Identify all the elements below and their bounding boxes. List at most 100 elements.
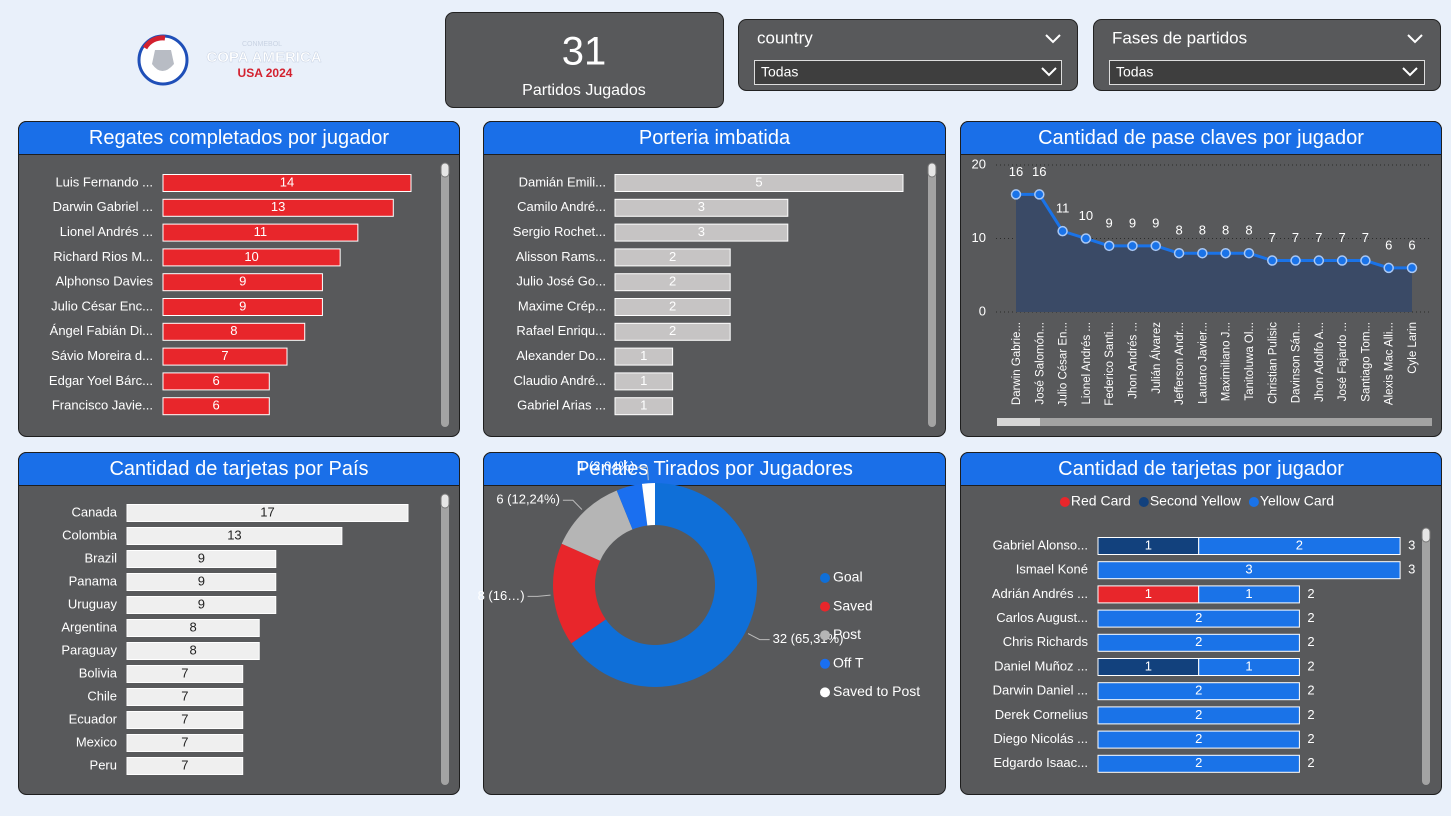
category-label: Ángel Fabián Di... [50,323,153,338]
data-label: 9 [1129,215,1136,230]
x-tick-label: Lautaro Javier... [1197,322,1209,404]
data-label: 7 [181,711,188,726]
legend-label: Second Yellow [1150,493,1242,509]
marker [1266,255,1278,266]
leader-line [562,499,583,510]
category-label: Mexico [76,734,117,749]
x-tick-label: Cyle Larin [1407,322,1419,374]
bar-segment [1198,658,1300,676]
category-label: Peru [90,757,117,772]
slicer-dropdown[interactable] [1109,60,1425,85]
chevron[interactable] [1402,67,1418,77]
slicer-selection[interactable]: Todas [1116,64,1153,80]
data-label: 5 [755,174,762,189]
category-label: Francisco Javie... [52,398,153,413]
donut-slice [552,543,606,644]
category-label: Ecuador [69,711,118,726]
bar [126,642,260,660]
data-label: 16 [1009,164,1023,179]
data-label: 11 [1056,201,1070,216]
category-label: Adrián Andrés ... [992,586,1088,601]
data-label: 6 [213,398,220,413]
marker [1197,247,1208,259]
chevron [1045,34,1061,44]
data-label: 1 [1245,586,1252,601]
bar [126,734,244,752]
data-label: 2 [669,274,676,289]
x-tick-label: Davinson Sán... [1291,322,1303,403]
category-label: Julio César Enc... [51,298,153,313]
logo-org: CONMEBOL [242,41,282,48]
marker [1034,189,1045,200]
data-label: 16 [1032,164,1046,179]
bar [126,757,244,775]
chevron[interactable] [1041,67,1057,77]
legend-label: Saved to Post [833,683,920,699]
data-label: 13 [271,199,285,214]
data-label: 9 [198,550,205,565]
bar [126,665,244,683]
panel-header [960,121,1442,155]
bar [126,527,343,545]
x-tick-label: Jefferson Andr... [1174,322,1186,405]
data-label: 6 [213,373,220,388]
bar [162,174,412,192]
bar [162,298,323,316]
data-label: 14 [280,174,294,189]
data-label: 1 [1245,658,1252,673]
marker [1336,255,1348,266]
data-label: 1 [640,373,647,388]
bar [614,273,731,292]
bar-segment [1097,682,1300,701]
data-label: 10 [244,249,258,264]
data-label: 8 (16…) [478,588,525,603]
panel-header [18,121,460,155]
data-label: 17 [260,504,274,519]
legend-label: Off T [833,655,864,671]
scrollbar-track [1422,528,1430,785]
chart-title: Regates completados por jugador [89,127,390,149]
data-label: 11 [254,224,268,239]
chart-title: Cantidad de tarjetas por jugador [1058,458,1344,480]
marker [1103,240,1115,252]
bar [162,198,394,217]
data-label: 10 [1079,208,1093,223]
bar-segment [1097,609,1300,628]
category-label: Claudio André... [513,373,606,388]
bar [126,504,409,522]
data-label: 2 [1296,537,1303,552]
chart-title: Cantidad de tarjetas por País [109,458,368,480]
data-label: 7 [1339,230,1346,245]
bar-segment [1097,754,1300,773]
slicer-dropdown[interactable] [754,60,1062,85]
category-label: Argentina [61,619,117,634]
category-label: Chile [87,688,117,703]
data-label: 1 [1145,658,1152,673]
slicer-title: country [757,28,813,47]
category-label: Julio José Go... [516,274,606,289]
category-label: Ismael Koné [1016,562,1088,577]
category-label: Damián Emili... [519,174,606,189]
bar-segment [1097,730,1300,749]
data-label: 7 [181,688,188,703]
x-tick-label: Lionel Andrés ... [1081,322,1093,404]
chart-title: Penales Tirados por Jugadores [576,458,853,480]
x-tick-label: Jhon Adolfo A... [1314,322,1326,402]
category-label: Colombia [62,527,118,542]
slicer: country Todas [738,19,1078,91]
scrollbar-thumb [440,493,450,509]
total-label: 2 [1307,658,1314,673]
x-tick-label: Julio César En... [1058,322,1070,406]
scrollbar-thumb [440,162,450,178]
bar [126,596,277,614]
data-label: 2 [1195,634,1202,649]
total-label: 2 [1307,683,1314,698]
slicer-selection[interactable]: Todas [761,64,798,80]
marker [1383,262,1394,274]
scrollbar-thumb [1421,527,1431,543]
data-label: 8 [190,642,197,657]
slicer: Fases de partidos Todas [1093,19,1441,91]
x-tick-label: Tanitoluwa Ol... [1244,322,1256,401]
data-label: 2 [1195,755,1202,770]
data-label: 2 [1195,707,1202,722]
